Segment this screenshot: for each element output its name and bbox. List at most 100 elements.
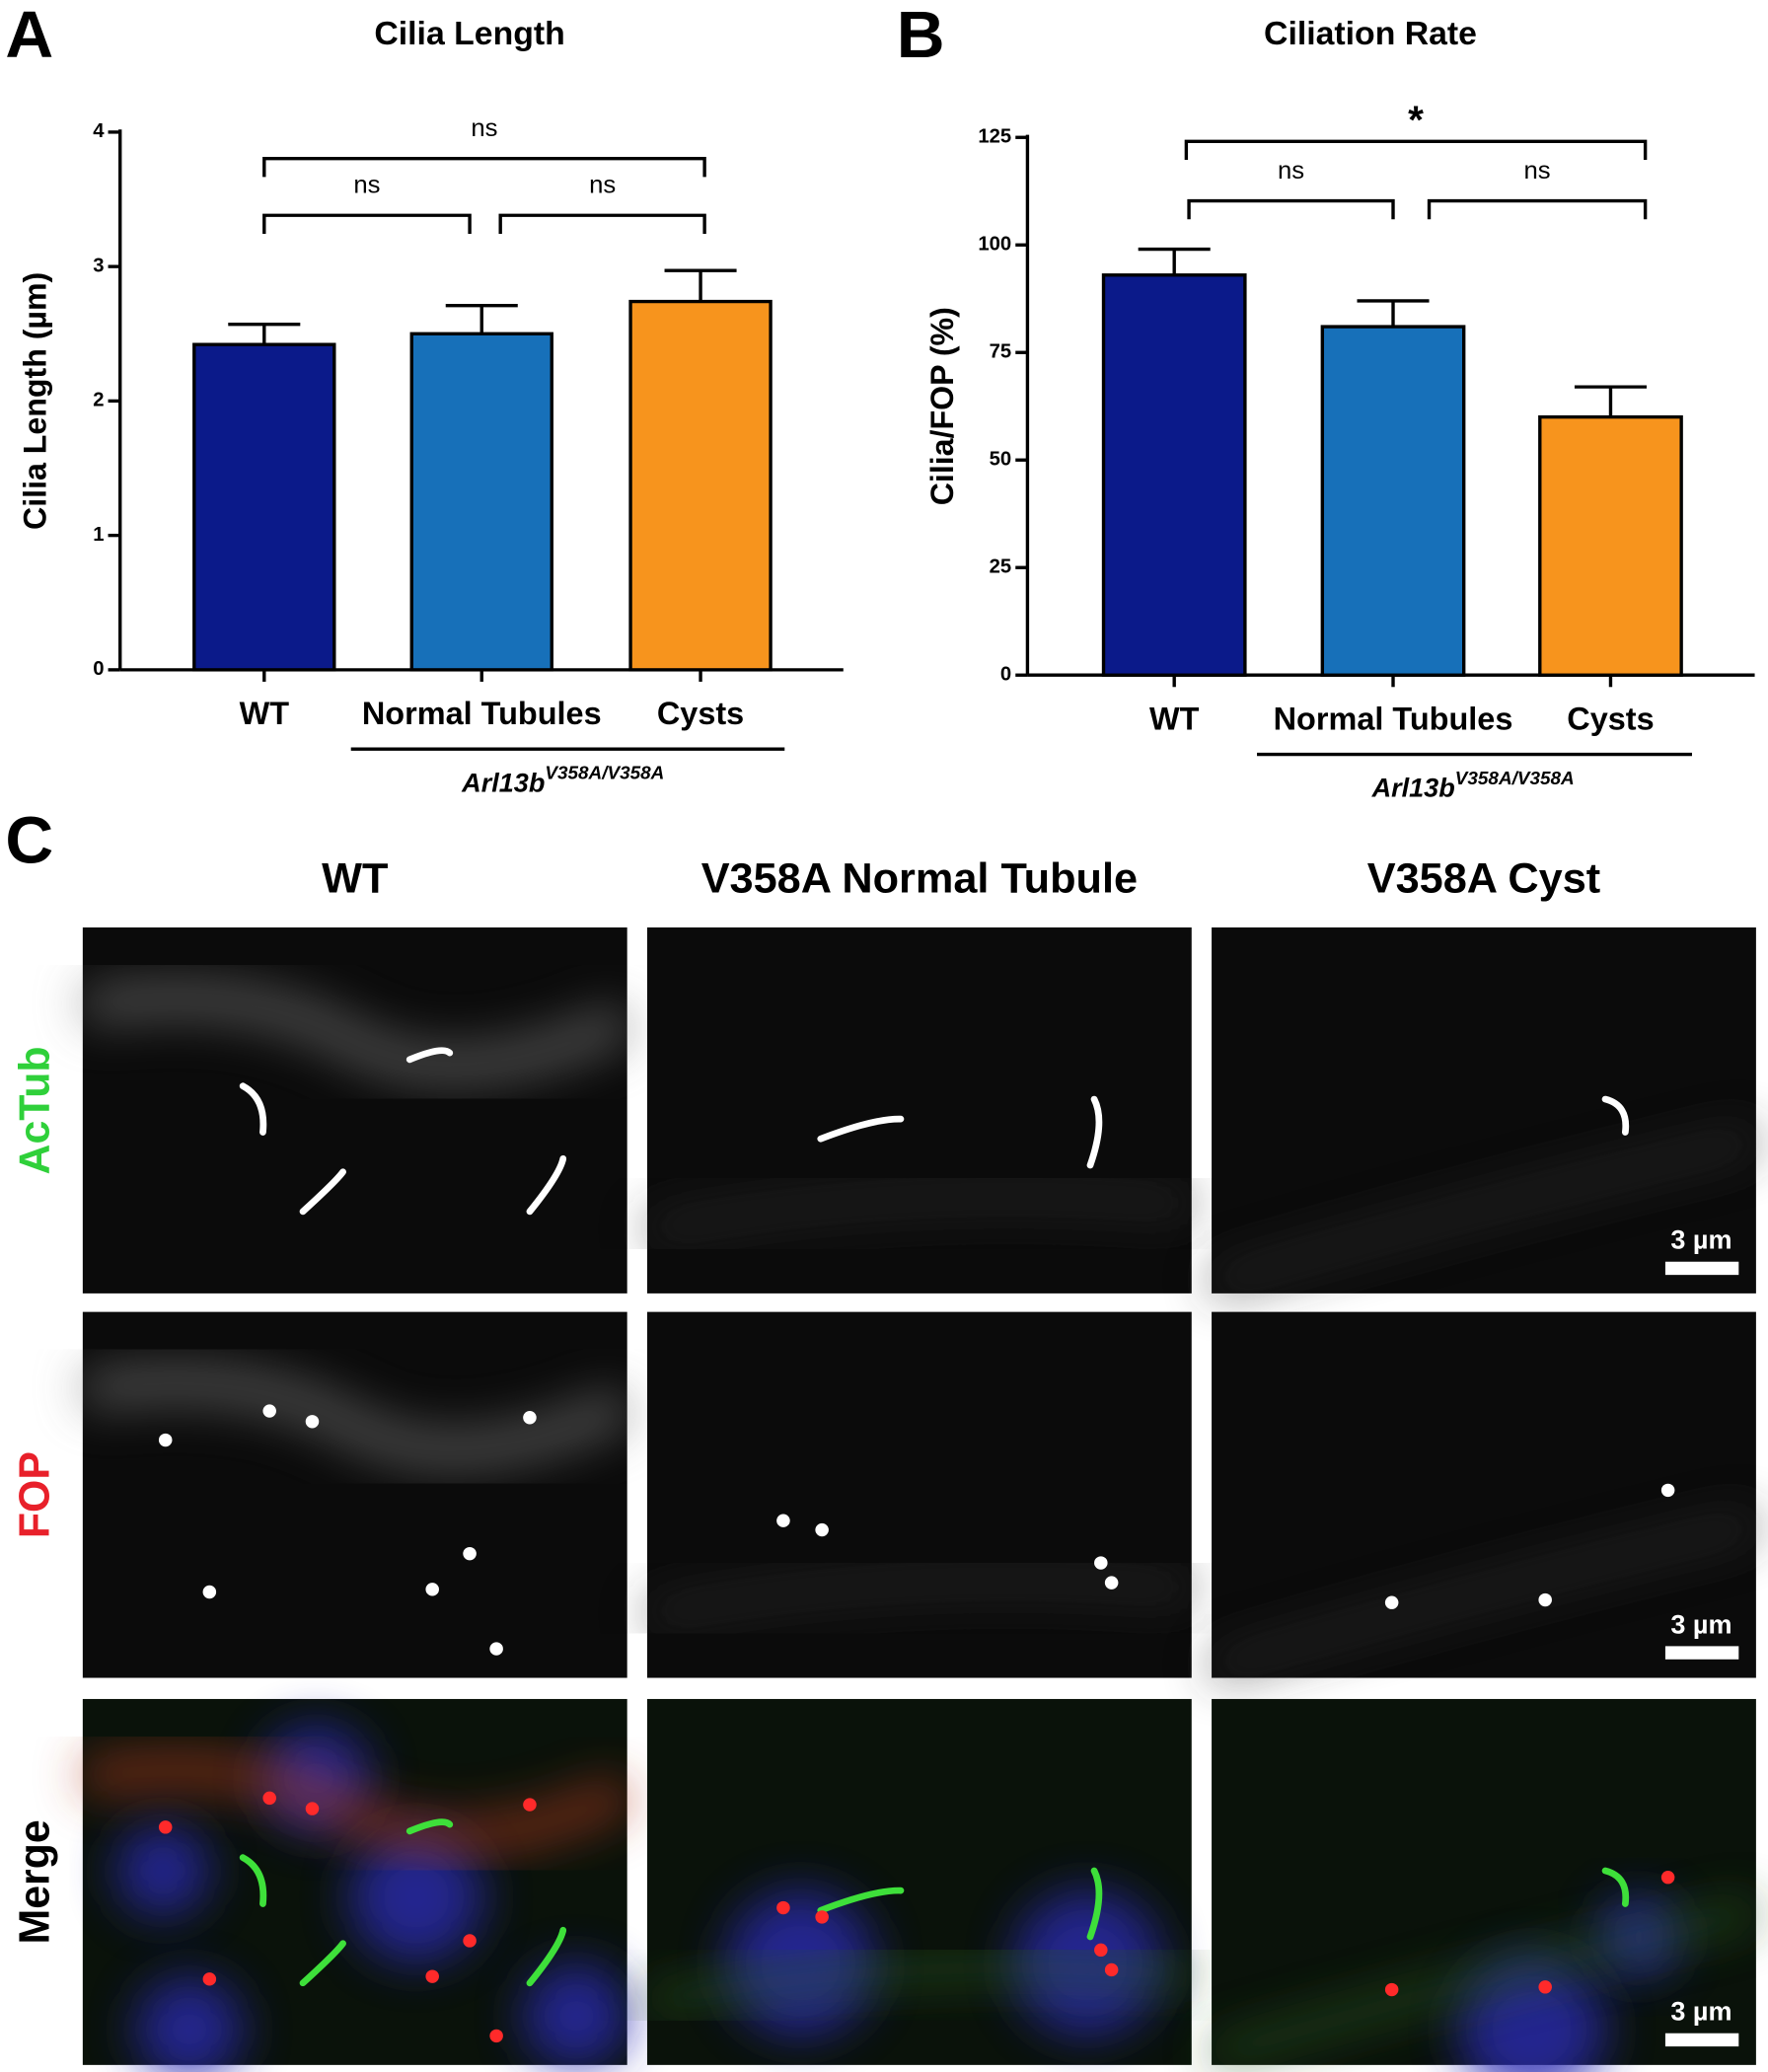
cilium (1601, 1867, 1630, 1907)
scale-bar (1664, 1261, 1739, 1276)
centrosome (523, 1798, 537, 1812)
centrosome (815, 1522, 829, 1537)
micrograph (79, 1311, 636, 1678)
nucleus (115, 1824, 210, 1917)
chart-title: Cilia Length (374, 16, 564, 52)
y-axis-label: Cilia/FOP (%) (924, 307, 960, 505)
significance-bracket (262, 157, 706, 178)
significance-bracket (1184, 139, 1648, 161)
bar (409, 332, 553, 672)
cell-membrane (79, 1363, 636, 1470)
bar (192, 342, 336, 672)
error-bar (1574, 385, 1647, 417)
scale-bar (1664, 1646, 1739, 1660)
error-bar (445, 303, 518, 334)
centrosome (158, 1433, 173, 1447)
micrograph (644, 926, 1194, 1294)
centrosome (1660, 1483, 1675, 1498)
x-tick-label: WT (1149, 702, 1200, 737)
cilium (299, 1940, 346, 1987)
centrosome (1384, 1982, 1399, 1997)
significance-bracket (1187, 198, 1395, 220)
y-axis-label: Cilia Length (µm) (17, 272, 52, 530)
panel-letter: A (5, 0, 53, 72)
x-tick-label: Cysts (1567, 702, 1654, 737)
group-label: Arl13bV358A/V358A (1371, 768, 1575, 803)
group-label-text: Arl13b (1371, 774, 1455, 803)
significance-label: ns (1524, 157, 1551, 185)
y-tick-label: 25 (990, 556, 1012, 578)
micrograph: 3 µm (1208, 1311, 1760, 1681)
centrosome (1538, 1980, 1552, 1994)
centrosome (1094, 1943, 1108, 1958)
centrosome (262, 1404, 276, 1418)
y-tick-label: 0 (93, 658, 104, 680)
cilium (817, 1887, 905, 1914)
x-tick-label: Normal Tubules (1274, 702, 1513, 737)
row-label: AcTub (11, 1046, 58, 1174)
group-label: Arl13bV358A/V358A (461, 763, 664, 798)
centrosome (202, 1972, 217, 1986)
cilium (526, 1154, 567, 1216)
group-label-superscript: V358A/V358A (545, 763, 664, 783)
centrosome (463, 1934, 477, 1948)
micrograph (644, 1698, 1194, 2065)
scale-bar-label: 3 µm (1670, 1225, 1731, 1255)
centrosome (1104, 1576, 1119, 1590)
cilium (526, 1926, 567, 1987)
cell-membrane (644, 1182, 1194, 1245)
centrosome (425, 1583, 439, 1596)
centrosome (305, 1802, 320, 1815)
centrosome (523, 1411, 537, 1425)
x-tick-label: WT (240, 696, 290, 731)
row-label: Merge (11, 1819, 58, 1944)
centrosome (463, 1546, 477, 1561)
centrosome (158, 1820, 173, 1834)
significance-label: ns (471, 114, 497, 142)
micrograph-background (1212, 926, 1756, 1294)
centrosome (202, 1585, 217, 1599)
centrosome (815, 1910, 829, 1924)
cilium (299, 1168, 346, 1216)
centrosome (262, 1791, 276, 1806)
y-tick-label: 100 (978, 234, 1011, 256)
cilium (817, 1115, 905, 1143)
cilium (1601, 1095, 1630, 1136)
centrosome (1094, 1556, 1108, 1570)
significance-bracket (498, 213, 706, 235)
bar (628, 299, 773, 672)
panel-letter: C (5, 804, 53, 878)
nucleus (349, 1830, 483, 1963)
y-tick-label: 4 (93, 120, 105, 142)
micrograph (644, 1311, 1194, 1678)
row-label: FOP (11, 1451, 58, 1538)
centrosome (1104, 1962, 1119, 1977)
nucleus (523, 1962, 630, 2069)
y-tick-label: 0 (1000, 664, 1011, 686)
bar (1320, 325, 1466, 677)
micrograph: 3 µm (1208, 1698, 1760, 2072)
scale-bar (1664, 2033, 1739, 2047)
group-label-superscript: V358A/V358A (1455, 768, 1575, 788)
centrosome (489, 2029, 503, 2043)
centrosome (776, 1514, 790, 1527)
y-tick-label: 3 (93, 256, 104, 277)
significance-label: ns (589, 172, 616, 199)
y-tick-label: 50 (990, 449, 1012, 471)
cell-membrane (1208, 1510, 1760, 1681)
centrosome (776, 1900, 790, 1915)
significance-bracket (262, 213, 472, 235)
error-bar (1138, 247, 1211, 275)
y-tick-label: 125 (978, 126, 1011, 148)
centrosome (1660, 1871, 1675, 1885)
y-tick-label: 1 (93, 524, 104, 546)
cell-membrane (1208, 1897, 1760, 2069)
nucleus (135, 1976, 244, 2072)
chart-title: Ciliation Rate (1264, 16, 1477, 52)
centrosome (1538, 1592, 1552, 1607)
significance-label: ns (353, 172, 380, 199)
centrosome (489, 1642, 503, 1656)
significance-bracket (1427, 198, 1648, 220)
scale-bar-label: 3 µm (1670, 1997, 1731, 2027)
panel-letter: B (897, 0, 945, 72)
